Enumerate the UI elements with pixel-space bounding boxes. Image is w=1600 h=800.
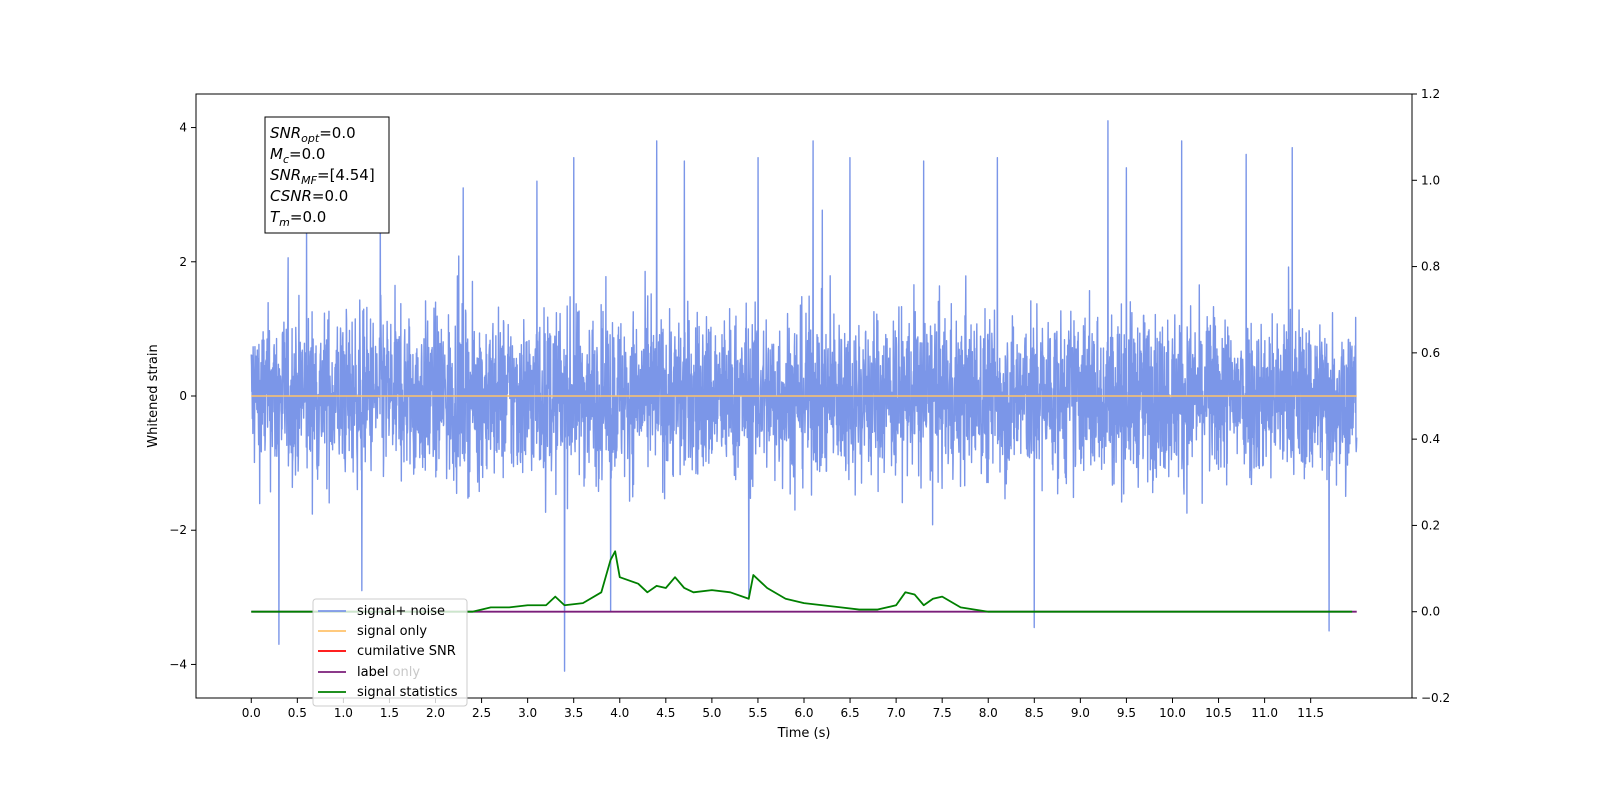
x-tick-label: 8.5 [1025,706,1044,720]
x-tick-label: 1.0 [334,706,353,720]
y2-tick-label: 0.8 [1421,260,1440,274]
y-tick-label: 0 [179,389,187,403]
y2-tick-label: 0.4 [1421,432,1440,446]
annotation-line: Tm=0.0 [270,208,326,229]
y2-tick-label: 0.2 [1421,518,1440,532]
x-tick-label: 6.0 [794,706,813,720]
signal-noise-line [250,120,1358,672]
plot-area [250,120,1358,672]
x-tick-label: 11.5 [1297,706,1324,720]
annotation-symbol: SNR [270,124,301,142]
y-tick-label: 2 [179,255,187,269]
annotation-subscript: opt [301,132,320,145]
annotation-line: CSNR=0.0 [270,187,348,205]
annotation-symbol: SNR [270,166,301,184]
y-axis-right-ticks: −0.2 0.0 0.2 0.4 0.6 0.8 1.0 1.2 [1412,87,1450,705]
series-signal-noise [250,120,1358,672]
y2-tick-label: 1.0 [1421,173,1440,187]
y-axis-label: Whitened strain [146,344,161,447]
y2-tick-label: 0.6 [1421,346,1440,360]
x-tick-label: 0.5 [288,706,307,720]
y2-tick-label: −0.2 [1421,691,1450,705]
x-tick-label: 11.0 [1251,706,1278,720]
annotation-line: SNRopt=0.0 [270,124,356,145]
x-tick-label: 9.0 [1071,706,1090,720]
x-tick-label: 3.5 [564,706,583,720]
x-tick-label: 5.0 [702,706,721,720]
x-tick-label: 6.5 [841,706,860,720]
annotation-subscript: MF [301,174,317,187]
annotation-frame [264,116,390,234]
legend-label: cumilative SNR [357,644,456,659]
legend-label: label only [357,665,420,680]
legend-label: signal only [357,624,427,639]
x-tick-label: 4.5 [656,706,675,720]
x-tick-label: 7.5 [933,706,952,720]
legend-frame [312,598,468,707]
x-tick-label: 10.5 [1205,706,1232,720]
x-tick-label: 5.5 [748,706,767,720]
annotation-subscript: c [283,153,289,166]
annotation-symbol: M [270,145,283,163]
x-tick-label: 9.5 [1117,706,1136,720]
legend-label: label [357,665,388,680]
signal-statistics-line [251,550,1353,613]
annotation-line: SNRMF=[4.54] [270,166,375,187]
y-tick-label: −2 [169,523,187,537]
x-axis-label: Time (s) [777,726,831,741]
legend-label: signal+ noise [357,604,445,619]
annotation-subscript: m [279,216,290,229]
x-tick-label: 3.0 [518,706,537,720]
annotation-value: =0.0 [319,124,355,142]
x-tick-label: 2.0 [426,706,445,720]
legend-label: signal statistics [357,685,458,700]
y2-tick-label: 1.2 [1421,87,1440,101]
x-tick-label: 8.0 [979,706,998,720]
annotation-symbol: CSNR [270,187,312,205]
x-tick-label: 2.5 [472,706,491,720]
annotation-value: =0.0 [312,187,348,205]
x-tick-label: 0.0 [242,706,261,720]
annotation-value: =[4.54] [317,166,375,184]
y-tick-label: −4 [169,657,187,671]
annotation-symbol: T [270,208,281,226]
annotation-line: Mc=0.0 [270,145,325,166]
y-tick-label: 4 [179,121,187,135]
annotation-value: =0.0 [289,145,325,163]
y-axis-left-ticks: −4 −2 0 2 4 [169,121,196,671]
annotation-value: =0.0 [290,208,326,226]
y2-tick-label: 0.0 [1421,605,1440,619]
x-tick-label: 7.0 [887,706,906,720]
legend: signal+ noise signal only cumilative SNR la… [312,598,468,707]
x-axis-ticks: 0.0 0.5 1.0 1.5 2.0 2.5 3.0 3.5 4.0 4.5 5.0 5.5 6.0 6… [242,698,1324,720]
x-tick-label: 4.0 [610,706,629,720]
x-tick-label: 1.5 [380,706,399,720]
snr-annotation-box: SNRopt=0.0Mc=0.0SNRMF=[4.54]CSNR=0.0Tm=0… [264,116,390,234]
x-tick-label: 10.0 [1159,706,1186,720]
